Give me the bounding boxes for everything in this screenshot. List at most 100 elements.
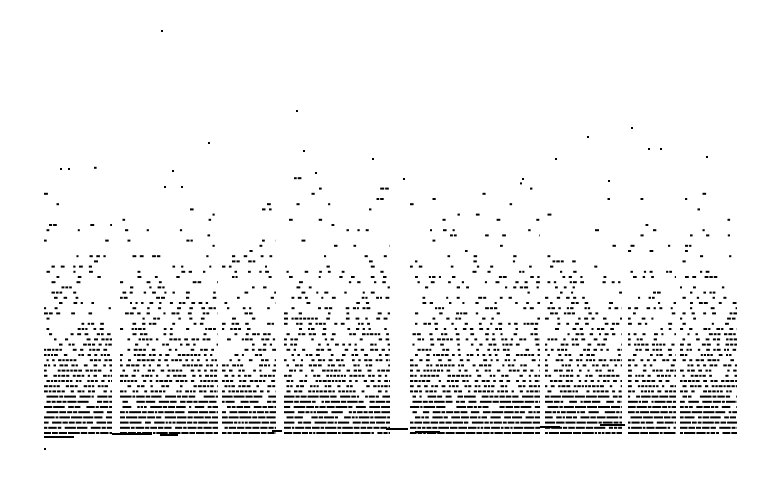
dot <box>630 244 635 247</box>
dot <box>607 369 611 372</box>
dot <box>533 385 537 388</box>
dot <box>44 369 47 372</box>
dot <box>569 281 572 284</box>
dot <box>244 374 247 377</box>
dot <box>284 421 295 424</box>
dot <box>587 307 591 310</box>
dot <box>208 218 212 221</box>
dot <box>560 359 564 362</box>
baseline-stroke <box>600 424 625 426</box>
dot <box>263 333 267 336</box>
dot <box>293 369 296 372</box>
dot <box>533 328 538 330</box>
dot <box>204 416 211 419</box>
dot <box>597 380 600 382</box>
dot <box>729 312 733 315</box>
dot <box>628 317 631 320</box>
dot <box>73 270 76 273</box>
dot <box>410 369 413 372</box>
dot <box>529 390 534 393</box>
dot <box>308 333 312 336</box>
dot <box>330 374 333 377</box>
dot <box>353 369 357 372</box>
dot <box>345 317 350 320</box>
dot <box>297 296 302 299</box>
dot <box>437 432 445 434</box>
dot <box>696 338 700 341</box>
dot <box>383 255 387 258</box>
dot <box>628 338 631 341</box>
dot <box>165 395 177 398</box>
dot <box>180 380 184 382</box>
dot <box>425 416 429 419</box>
dot <box>78 369 82 372</box>
dot <box>437 338 441 341</box>
dot <box>249 312 253 315</box>
dot <box>494 302 497 304</box>
dot <box>208 142 210 144</box>
dot <box>382 395 390 398</box>
dot <box>432 426 438 429</box>
dot <box>170 328 173 330</box>
dot <box>244 390 248 393</box>
dot <box>286 385 290 388</box>
dot <box>460 312 463 315</box>
dot <box>614 426 618 429</box>
dot <box>172 170 174 172</box>
dot <box>640 359 644 362</box>
dot <box>721 406 731 408</box>
dot <box>552 411 556 414</box>
dot <box>512 260 516 263</box>
dot <box>599 369 602 372</box>
dot <box>303 421 312 424</box>
dot <box>375 395 379 398</box>
dot <box>214 369 218 372</box>
dot <box>59 416 70 419</box>
dot <box>687 369 690 372</box>
dot <box>310 385 313 388</box>
dot <box>724 416 729 419</box>
dot <box>341 270 345 273</box>
dot <box>326 265 330 268</box>
dot <box>305 374 308 377</box>
dot <box>423 374 427 377</box>
dot <box>290 343 293 346</box>
dot <box>641 395 651 398</box>
dot <box>494 432 503 434</box>
dot <box>481 380 486 382</box>
dot <box>87 354 91 356</box>
dot <box>512 369 516 372</box>
dot <box>260 426 268 429</box>
dot <box>530 276 534 278</box>
dot <box>509 203 513 206</box>
dot <box>456 374 461 377</box>
dot <box>708 328 711 330</box>
dot <box>261 359 264 362</box>
dot <box>73 302 78 304</box>
dot <box>642 333 646 336</box>
dot <box>729 338 733 341</box>
dot <box>530 187 533 190</box>
dot <box>258 416 266 419</box>
dot <box>705 369 708 372</box>
dot <box>370 380 375 382</box>
dot <box>353 374 358 377</box>
dot <box>500 333 503 336</box>
dot <box>46 229 50 232</box>
dot <box>432 411 441 414</box>
dot <box>643 416 653 419</box>
baseline-stroke <box>386 428 408 430</box>
dot <box>709 374 712 377</box>
dot <box>193 421 198 424</box>
dot <box>438 380 441 382</box>
dot <box>545 416 553 419</box>
dot <box>341 432 354 434</box>
dot <box>709 276 713 278</box>
dot <box>173 338 178 341</box>
dot <box>545 432 548 434</box>
dot <box>344 416 351 419</box>
dot <box>736 395 737 398</box>
dot <box>565 343 569 346</box>
dot <box>336 359 340 362</box>
dot <box>248 411 252 414</box>
